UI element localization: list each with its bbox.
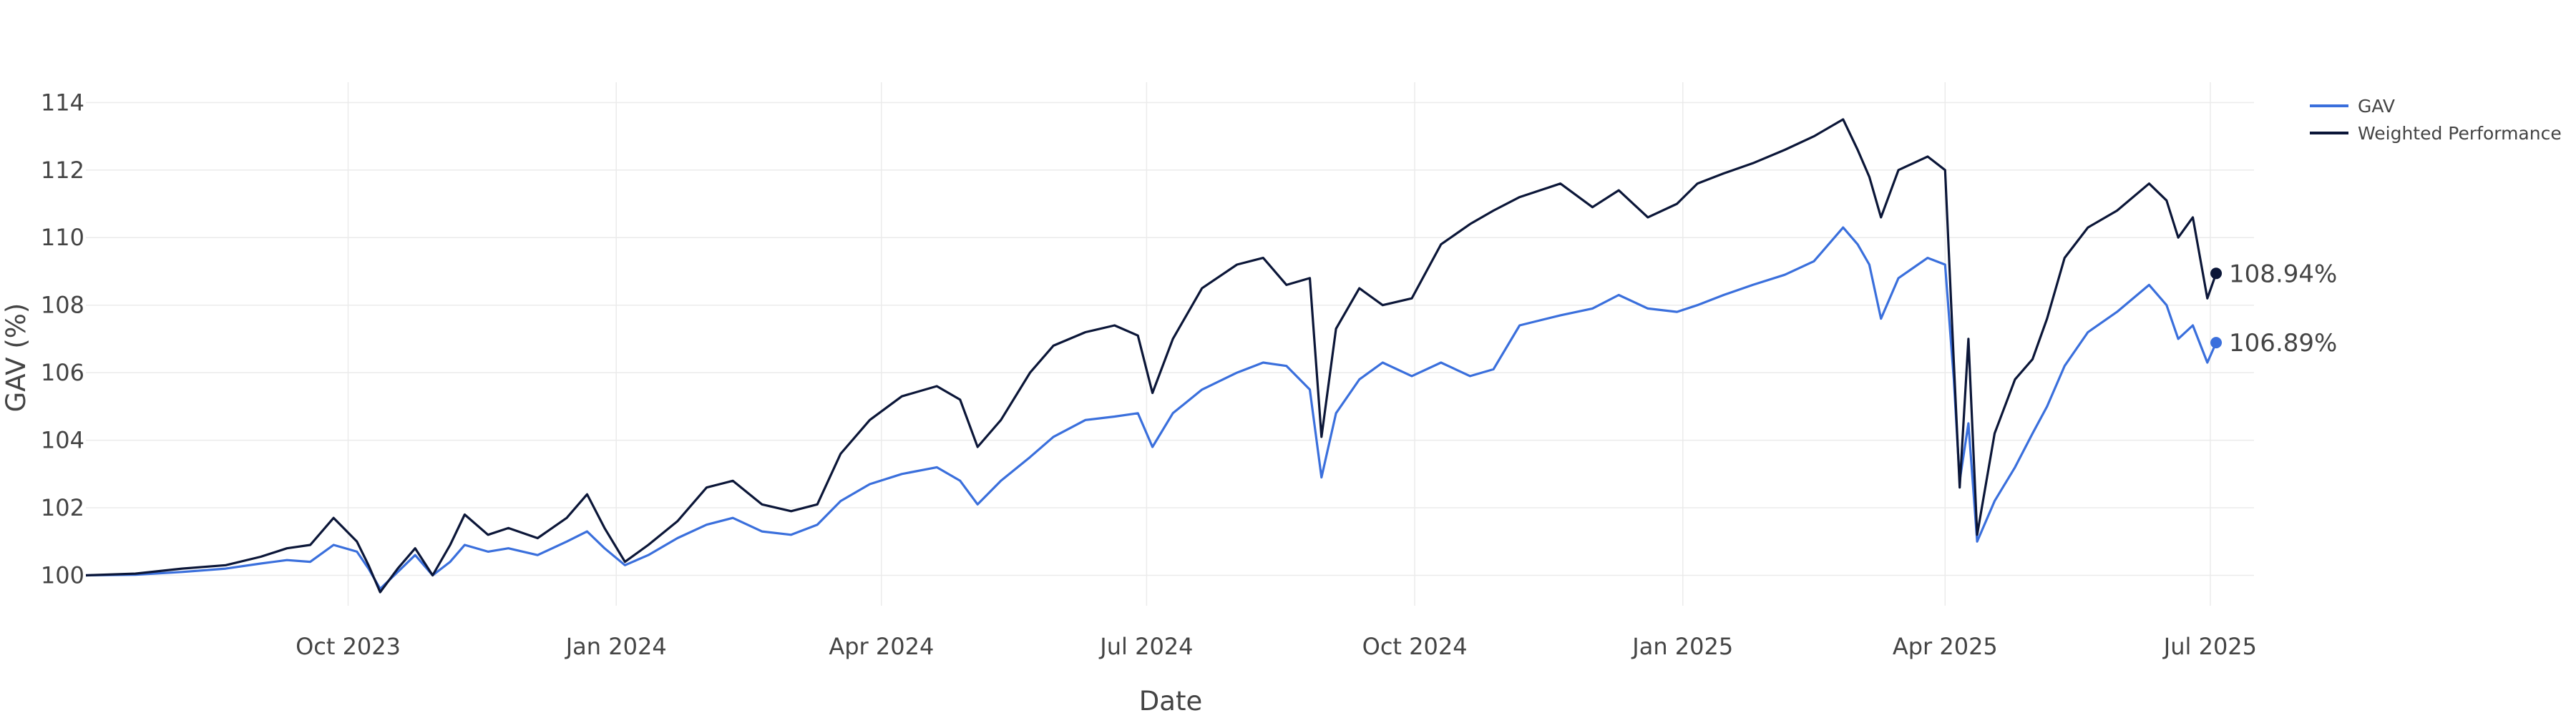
y-tick-label: 112 [41, 157, 84, 184]
y-tick-label: 106 [41, 359, 84, 386]
y-tick-label: 104 [41, 427, 84, 454]
x-tick-label: Apr 2024 [829, 633, 934, 660]
x-tick-label: Jul 2024 [1098, 633, 1193, 660]
x-tick-label: Jul 2025 [2162, 633, 2257, 660]
legend-label: GAV [2358, 96, 2395, 117]
series-end-label: 106.89% [2229, 329, 2337, 358]
x-tick-label: Oct 2023 [296, 633, 401, 660]
y-tick-label: 110 [41, 224, 84, 251]
grid [86, 82, 2254, 606]
series-line-weighted-performance[interactable] [85, 118, 2218, 594]
x-tick-label: Jan 2025 [1631, 633, 1733, 660]
y-tick-label: 108 [41, 292, 84, 319]
series-end-marker[interactable] [2210, 337, 2223, 349]
x-tick-label: Jan 2024 [565, 633, 667, 660]
legend-item[interactable]: GAV [2310, 96, 2395, 117]
y-tick-label: 100 [41, 561, 84, 589]
legend[interactable]: GAV Weighted Performance [2310, 96, 2562, 144]
y-axis-ticks: 100 102 104 106 108 110 112 114 [41, 89, 84, 589]
legend-label: Weighted Performance [2358, 123, 2562, 144]
x-axis-title: Date [1139, 686, 1202, 715]
x-axis-ticks: Oct 2023 Jan 2024 Apr 2024 Jul 2024 Oct 2024… [296, 633, 2257, 660]
x-tick-label: Apr 2025 [1893, 633, 1998, 660]
series-end-label: 108.94% [2229, 260, 2337, 288]
legend-item[interactable]: Weighted Performance [2310, 123, 2562, 144]
x-tick-label: Oct 2024 [1362, 633, 1468, 660]
series-line-gav[interactable] [85, 226, 2218, 591]
y-tick-label: 114 [41, 89, 84, 116]
y-axis-title: GAV (%) [1, 303, 31, 413]
series-layer: 106.89% 108.94% [85, 118, 2337, 594]
series-end-marker[interactable] [2210, 267, 2223, 280]
y-tick-label: 102 [41, 494, 84, 521]
